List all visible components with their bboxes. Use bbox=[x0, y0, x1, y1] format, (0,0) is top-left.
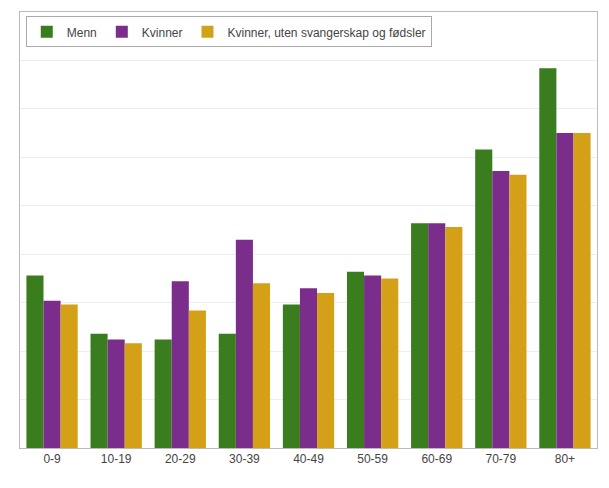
svg-text:50-59: 50-59 bbox=[357, 452, 388, 466]
svg-text:Kvinner: Kvinner bbox=[142, 26, 183, 40]
svg-text:70-79: 70-79 bbox=[485, 452, 516, 466]
svg-text:Kvinner, uten svangerskap og f: Kvinner, uten svangerskap og fødsler bbox=[227, 26, 425, 40]
svg-text:Menn: Menn bbox=[67, 26, 97, 40]
svg-text:20-29: 20-29 bbox=[165, 452, 196, 466]
svg-text:80+: 80+ bbox=[555, 452, 575, 466]
svg-text:40-49: 40-49 bbox=[293, 452, 324, 466]
svg-text:0-9: 0-9 bbox=[43, 452, 61, 466]
svg-text:10-19: 10-19 bbox=[101, 452, 132, 466]
svg-text:30-39: 30-39 bbox=[229, 452, 260, 466]
svg-text:60-69: 60-69 bbox=[421, 452, 452, 466]
